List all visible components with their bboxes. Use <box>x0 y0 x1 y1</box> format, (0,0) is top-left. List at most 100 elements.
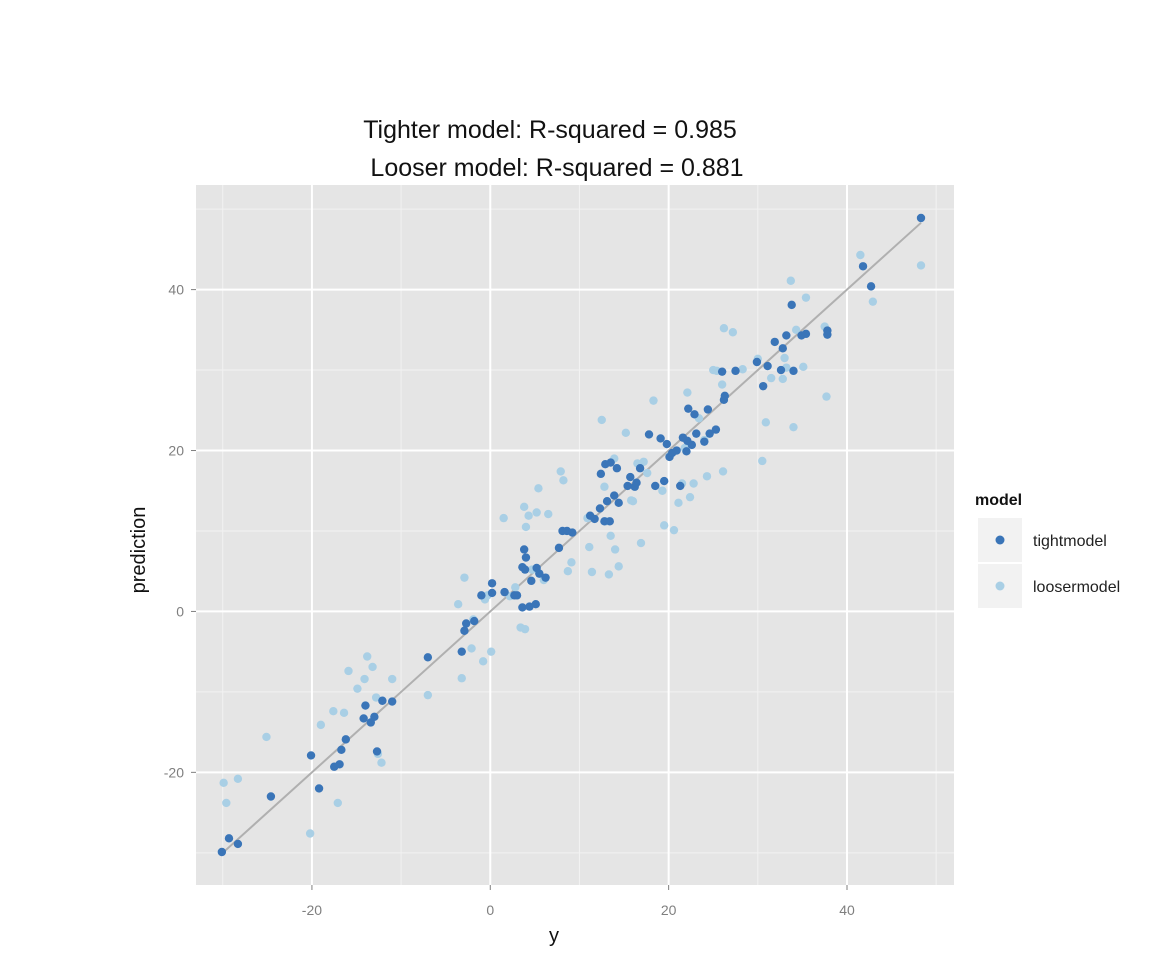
point-loosermodel <box>766 373 776 383</box>
point-tightmodel <box>717 367 727 376</box>
point-tightmodel <box>460 626 469 635</box>
point-tightmodel <box>823 330 832 339</box>
legend-label-tightmodel: tightmodel <box>1033 533 1107 550</box>
point-tightmodel <box>361 701 370 710</box>
point-loosermodel <box>778 374 787 384</box>
point-loosermodel <box>761 418 771 427</box>
point-loosermodel <box>222 798 231 808</box>
point-loosermodel <box>868 297 878 306</box>
point-loosermodel <box>544 509 553 519</box>
point-loosermodel <box>333 798 342 808</box>
point-loosermodel <box>316 720 326 730</box>
point-tightmodel <box>457 647 466 656</box>
point-loosermodel <box>628 497 638 506</box>
point-loosermodel <box>499 513 508 523</box>
point-loosermodel <box>659 521 669 530</box>
point-loosermodel <box>658 486 667 495</box>
point-tightmodel <box>314 784 324 793</box>
point-loosermodel <box>791 325 801 335</box>
point-tightmodel <box>711 425 721 434</box>
point-tightmodel <box>752 357 762 367</box>
y-tick-label: 20 <box>168 443 184 459</box>
point-loosermodel <box>387 674 397 684</box>
point-tightmodel <box>512 591 522 600</box>
point-tightmodel <box>659 476 669 486</box>
point-tightmodel <box>656 434 665 443</box>
point-loosermodel <box>614 562 623 571</box>
series-tightmodel <box>217 213 926 857</box>
point-tightmodel <box>676 481 685 491</box>
point-loosermodel <box>371 693 381 702</box>
point-tightmodel <box>518 603 527 612</box>
point-tightmodel <box>758 381 768 391</box>
point-tightmodel <box>610 491 619 500</box>
point-loosermodel <box>353 684 362 693</box>
point-loosermodel <box>559 476 568 485</box>
point-tightmodel <box>776 365 786 375</box>
grid-minor <box>196 185 954 885</box>
point-tightmodel <box>470 616 479 626</box>
x-axis-title: y <box>549 925 559 947</box>
point-tightmodel <box>341 735 351 744</box>
point-loosermodel <box>610 545 620 554</box>
point-loosermodel <box>758 456 767 466</box>
point-loosermodel <box>916 261 926 270</box>
point-loosermodel <box>822 392 831 401</box>
point-loosermodel <box>339 708 349 718</box>
point-loosermodel <box>423 690 433 700</box>
point-loosermodel <box>597 415 606 425</box>
legend-title: model <box>975 492 1022 509</box>
point-loosermodel <box>377 758 386 767</box>
point-loosermodel <box>344 666 353 676</box>
point-loosermodel <box>467 644 476 653</box>
point-tightmodel <box>626 472 635 482</box>
point-tightmodel <box>684 404 693 413</box>
point-tightmodel <box>858 262 868 271</box>
x-tick-label: 20 <box>661 902 677 918</box>
point-loosermodel <box>702 472 712 481</box>
point-tightmodel <box>596 469 606 479</box>
point-tightmodel <box>612 464 622 473</box>
point-loosermodel <box>521 522 531 532</box>
point-tightmodel <box>782 331 791 340</box>
point-loosermodel <box>556 467 565 476</box>
point-tightmodel <box>602 497 612 506</box>
point-loosermodel <box>649 396 658 405</box>
point-loosermodel <box>801 293 811 302</box>
point-tightmodel <box>595 504 605 513</box>
point-loosermodel <box>329 707 338 716</box>
point-tightmodel <box>623 481 632 491</box>
point-loosermodel <box>639 457 648 466</box>
point-tightmodel <box>662 439 672 449</box>
y-tick-label: -20 <box>164 764 184 780</box>
point-tightmodel <box>866 282 876 291</box>
point-tightmodel <box>614 498 623 508</box>
point-loosermodel <box>534 484 543 493</box>
point-tightmodel <box>703 405 713 414</box>
point-tightmodel <box>337 745 346 755</box>
point-loosermodel <box>789 422 798 432</box>
point-tightmodel <box>720 391 730 401</box>
point-tightmodel <box>605 517 614 526</box>
chart-title-line-2: Looser model: R-squared = 0.881 <box>370 154 743 182</box>
legend-label-loosermodel: loosermodel <box>1033 579 1120 596</box>
point-loosermodel <box>856 250 865 260</box>
point-loosermodel <box>486 647 496 656</box>
point-tightmodel <box>644 430 654 439</box>
point-tightmodel <box>568 528 577 537</box>
point-loosermodel <box>606 531 615 541</box>
point-loosermodel <box>728 328 738 337</box>
point-tightmodel <box>635 464 645 473</box>
point-loosermodel <box>689 479 698 488</box>
point-loosermodel <box>685 492 695 502</box>
point-tightmodel <box>359 714 368 723</box>
x-tick-label: 40 <box>839 902 855 918</box>
point-loosermodel <box>457 674 466 683</box>
point-tightmodel <box>224 834 234 843</box>
point-loosermodel <box>453 599 463 609</box>
point-loosermodel <box>368 662 377 672</box>
point-loosermodel <box>604 570 614 579</box>
point-tightmodel <box>521 553 531 562</box>
point-tightmodel <box>217 847 227 857</box>
point-tightmodel <box>692 429 701 438</box>
